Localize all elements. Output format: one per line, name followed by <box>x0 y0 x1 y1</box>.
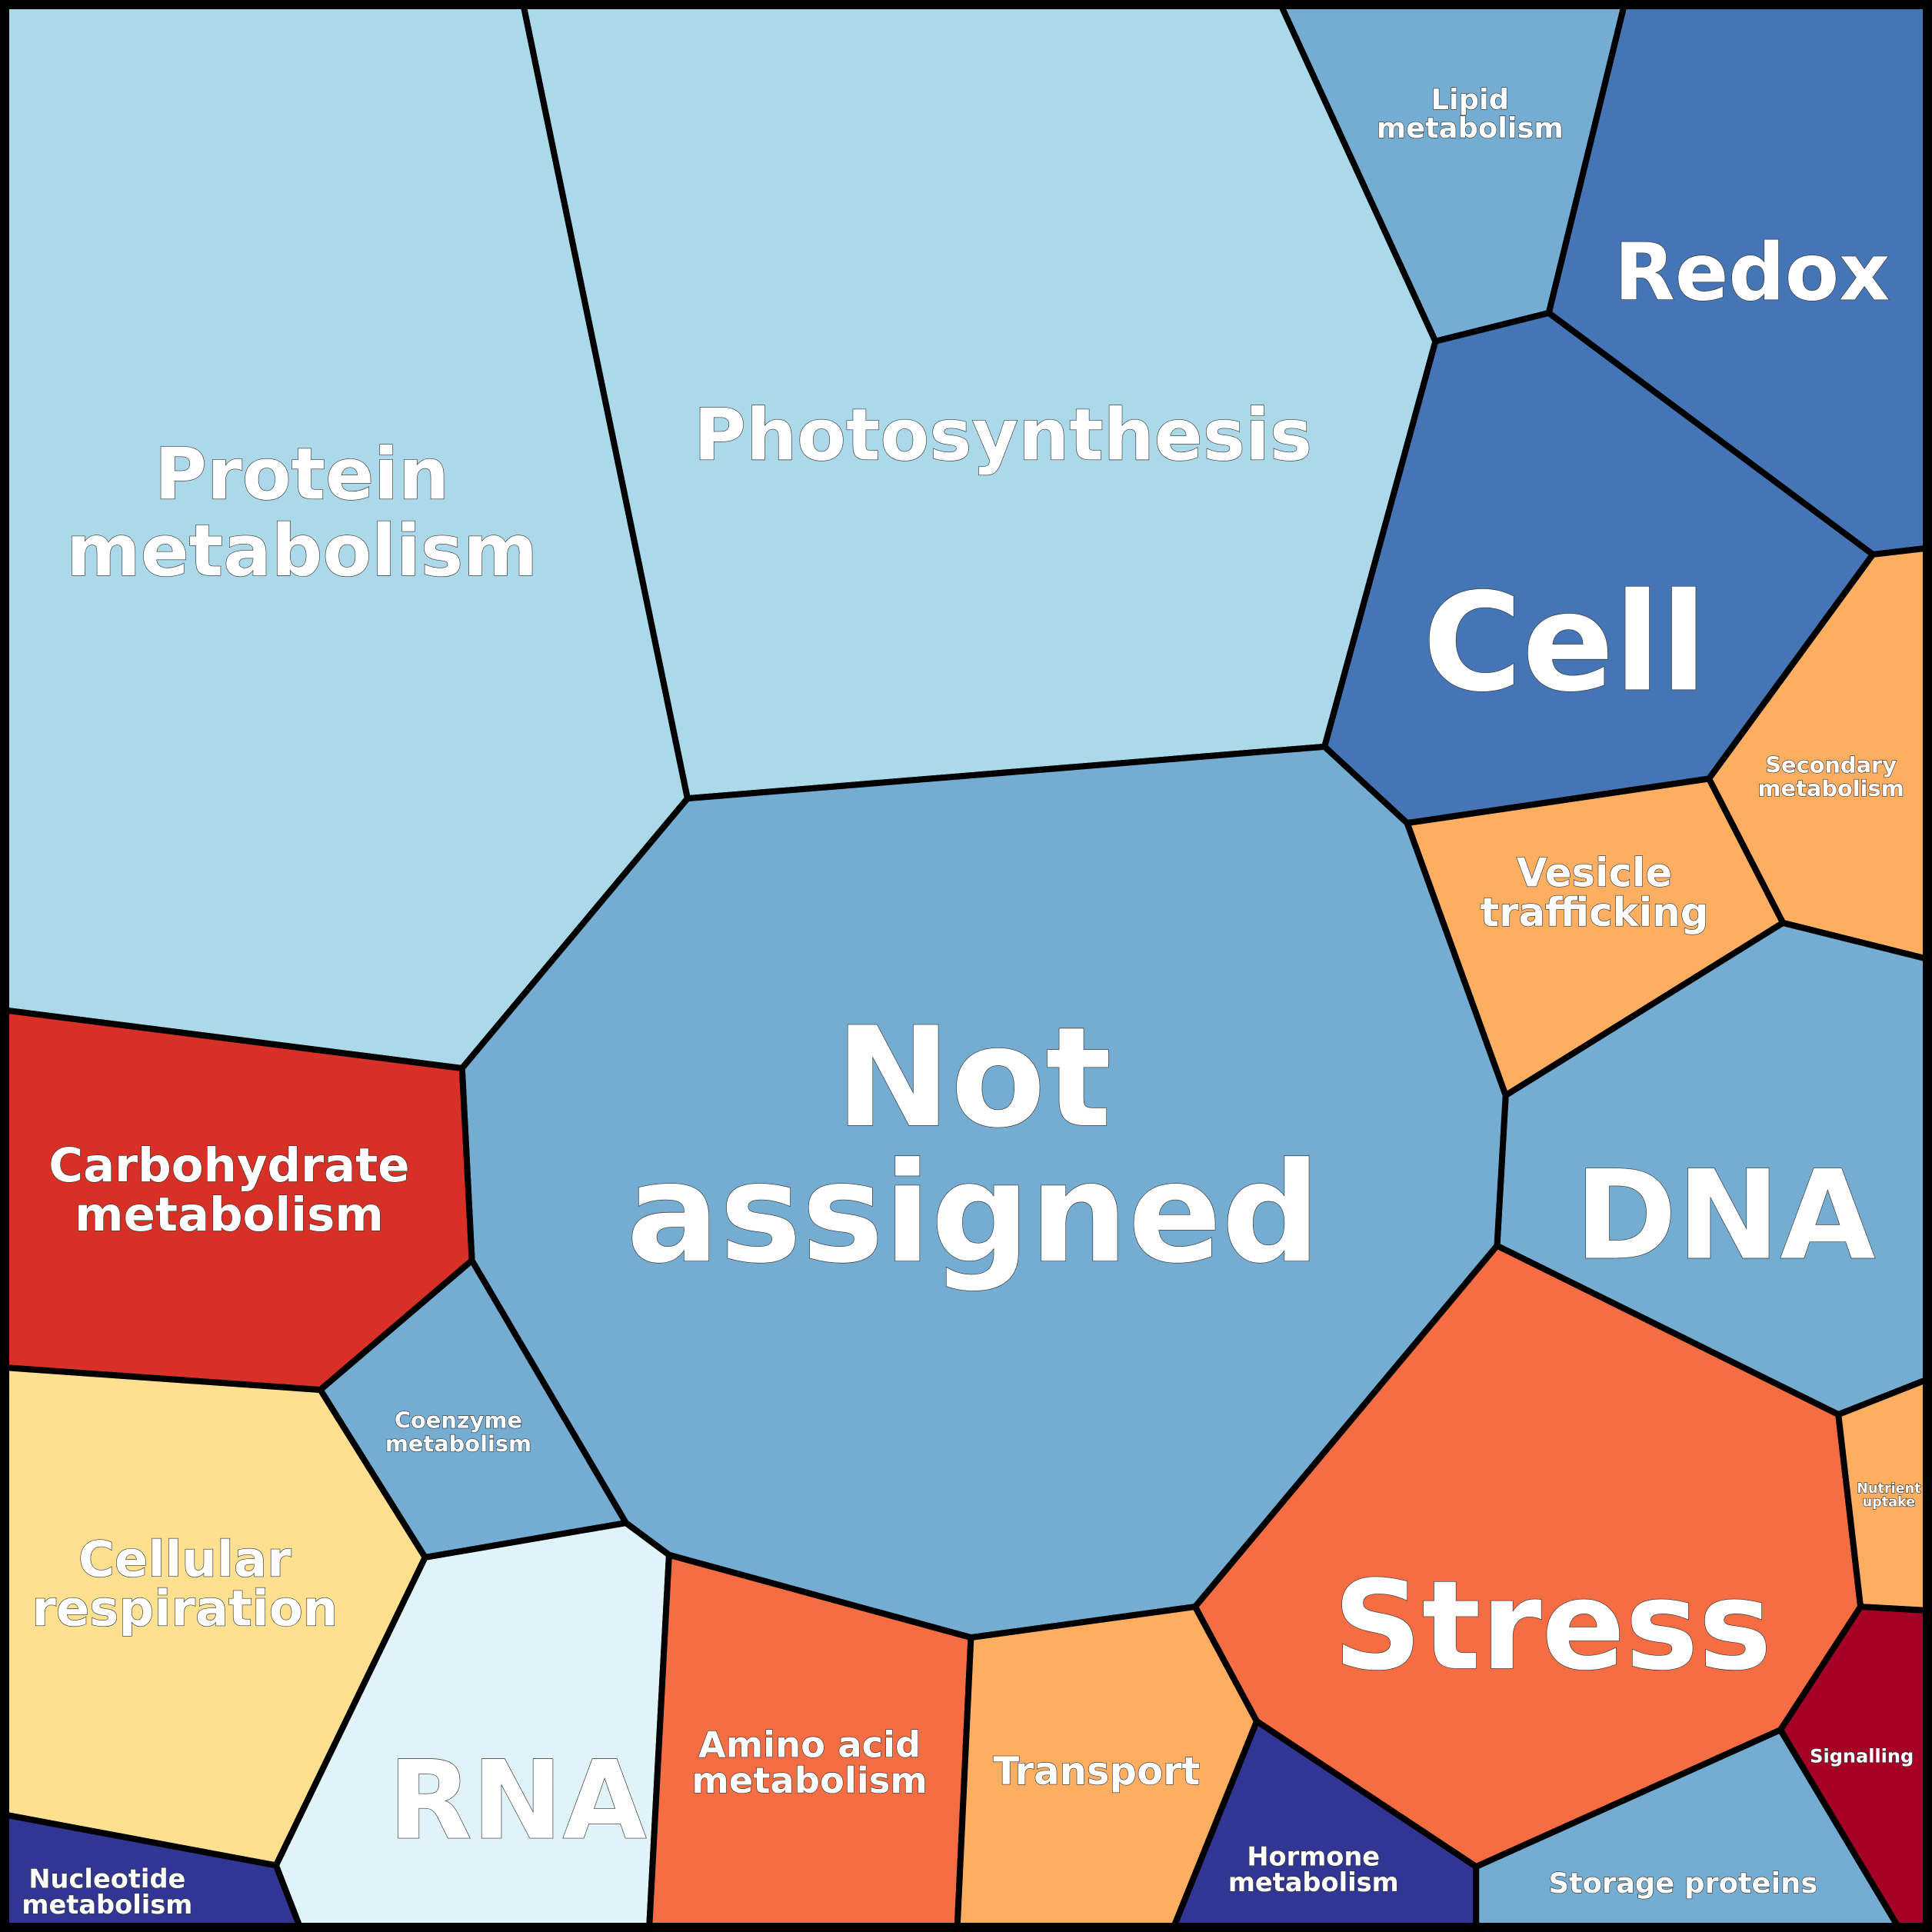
cell-label-line: metabolism <box>75 1188 384 1242</box>
cell-label-line: respiration <box>32 1581 338 1638</box>
cell-label-line: Nucleotide <box>28 1864 185 1894</box>
cell-signalling <box>1777 1604 1929 1929</box>
cell-label-signalling: Signalling <box>1810 1746 1914 1767</box>
cell-storage <box>1473 1727 1901 1929</box>
cell-label-photo: Photosynthesis <box>694 393 1312 476</box>
cell-label-line: Not <box>835 998 1111 1158</box>
cell-label-dna: DNA <box>1574 1144 1875 1287</box>
cell-label-rna: RNA <box>388 1738 647 1864</box>
cell-nucleotide <box>3 1811 303 1929</box>
cell-label-line: metabolism <box>66 509 538 592</box>
cell-label-line: DNA <box>1574 1144 1875 1287</box>
cell-label-line: metabolism <box>691 1760 927 1801</box>
cell-label-line: Cellular <box>78 1532 291 1589</box>
cell-label-storage: Storage proteins <box>1548 1867 1817 1900</box>
cell-label-line: Storage proteins <box>1548 1867 1817 1900</box>
cell-label-line: metabolism <box>22 1890 192 1920</box>
cell-label-line: Transport <box>993 1749 1200 1794</box>
cell-label-line: metabolism <box>1758 775 1904 801</box>
cell-label-nutrient: Nutrient uptake <box>1857 1481 1921 1511</box>
cell-label-coenzyme: Coenzyme metabolism <box>385 1407 531 1457</box>
cell-label-line: uptake <box>1863 1494 1916 1510</box>
cell-label-vesicle: Vesicle trafficking <box>1481 851 1709 936</box>
cell-label-line: assigned <box>626 1133 1320 1294</box>
cell-label-lipid: Lipid metabolism <box>1377 83 1564 145</box>
cell-label-line: Protein <box>155 433 449 516</box>
cell-label-nucleotide: Nucleotide metabolism <box>22 1864 192 1920</box>
cell-label-line: metabolism <box>1377 112 1564 145</box>
cell-label-protein: Protein metabolism <box>66 433 538 592</box>
cell-label-carbo: Carbohydrate metabolism <box>48 1138 409 1242</box>
cell-label-line: Amino acid <box>698 1724 921 1765</box>
cell-label-transport: Transport <box>993 1749 1200 1794</box>
cell-label-line: Hormone <box>1247 1842 1380 1872</box>
cell-label-hormone: Hormone metabolism <box>1228 1842 1399 1898</box>
cell-label-redox: Redox <box>1614 227 1890 318</box>
cell-label-line: Redox <box>1614 227 1890 318</box>
cell-label-line: metabolism <box>1228 1867 1399 1897</box>
cell-label-amino: Amino acid metabolism <box>691 1724 927 1800</box>
cell-label-line: Nutrient <box>1857 1481 1921 1497</box>
cell-label-line: Vesicle <box>1517 851 1672 897</box>
cell-label-line: Secondary <box>1765 751 1897 778</box>
cell-label-line: metabolism <box>385 1431 531 1457</box>
cell-label-notassigned: Not assigned <box>626 998 1320 1294</box>
cell-label-line: Lipid <box>1431 83 1509 116</box>
cell-label-cell: Cell <box>1423 564 1707 722</box>
cell-label-line: RNA <box>388 1738 647 1864</box>
cell-label-line: Coenzyme <box>395 1407 522 1434</box>
cell-label-line: Photosynthesis <box>694 393 1312 476</box>
cell-label-line: Stress <box>1333 1554 1771 1697</box>
cell-label-cellresp: Cellular respiration <box>32 1532 338 1638</box>
cell-label-line: trafficking <box>1481 890 1709 936</box>
cell-label-line: Carbohydrate <box>48 1138 409 1193</box>
cell-label-line: Signalling <box>1810 1746 1914 1767</box>
cell-label-line: Cell <box>1423 564 1707 722</box>
cell-label-secondary: Secondary metabolism <box>1758 751 1904 801</box>
cell-label-stress: Stress <box>1333 1554 1771 1697</box>
